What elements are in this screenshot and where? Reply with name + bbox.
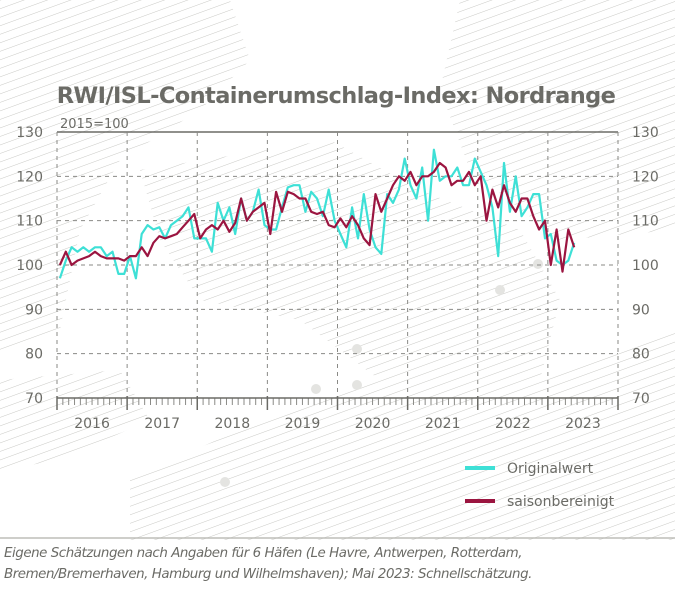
y-tick-label-right: 110: [632, 214, 659, 230]
x-tick-label: 2016: [74, 416, 110, 432]
series-line-originalwert: [58, 148, 576, 280]
y-tick-label-left: 130: [16, 125, 43, 141]
x-tick-label: 2020: [355, 416, 391, 432]
map-background: [0, 0, 675, 540]
y-tick-label-right: 130: [632, 125, 659, 141]
y-tick-label-left: 80: [25, 347, 43, 363]
y-tick-label-right: 120: [632, 169, 659, 185]
y-tick-label-left: 90: [25, 302, 43, 318]
y-tick-label-right: 90: [632, 302, 650, 318]
y-tick-label-right: 80: [632, 347, 650, 363]
legend: Originalwert saisonbereinigt: [465, 461, 615, 510]
x-tick-label: 2023: [565, 416, 601, 432]
legend-label-originalwert: Originalwert: [507, 461, 594, 477]
caption-line-1: Eigene Schätzungen nach Angaben für 6 Hä…: [4, 546, 523, 561]
x-tick-label: 2021: [425, 416, 461, 432]
line-chart: RWI/ISL-Containerumschlag-Index: Nordran…: [0, 0, 675, 540]
x-tick-label: 2022: [495, 416, 531, 432]
y-tick-label-left: 110: [16, 214, 43, 230]
y-tick-label-left: 100: [16, 258, 43, 274]
x-tick-label: 2019: [285, 416, 321, 432]
y-tick-label-left: 70: [25, 391, 43, 407]
caption-line-2: Bremen/Bremerhaven, Hamburg und Wilhelms…: [4, 567, 532, 582]
x-tick-label: 2017: [144, 416, 180, 432]
caption: Eigene Schätzungen nach Angaben für 6 Hä…: [4, 543, 674, 585]
chart-subtitle: 2015=100: [60, 117, 129, 132]
y-tick-label-left: 120: [16, 169, 43, 185]
chart-title: RWI/ISL-Containerumschlag-Index: Nordran…: [57, 83, 616, 109]
series-line-saisonbereinigt: [58, 161, 576, 273]
y-tick-label-right: 100: [632, 258, 659, 274]
legend-label-saisonbereinigt: saisonbereinigt: [507, 494, 615, 510]
x-tick-label: 2018: [214, 416, 250, 432]
y-tick-label-right: 70: [632, 391, 650, 407]
